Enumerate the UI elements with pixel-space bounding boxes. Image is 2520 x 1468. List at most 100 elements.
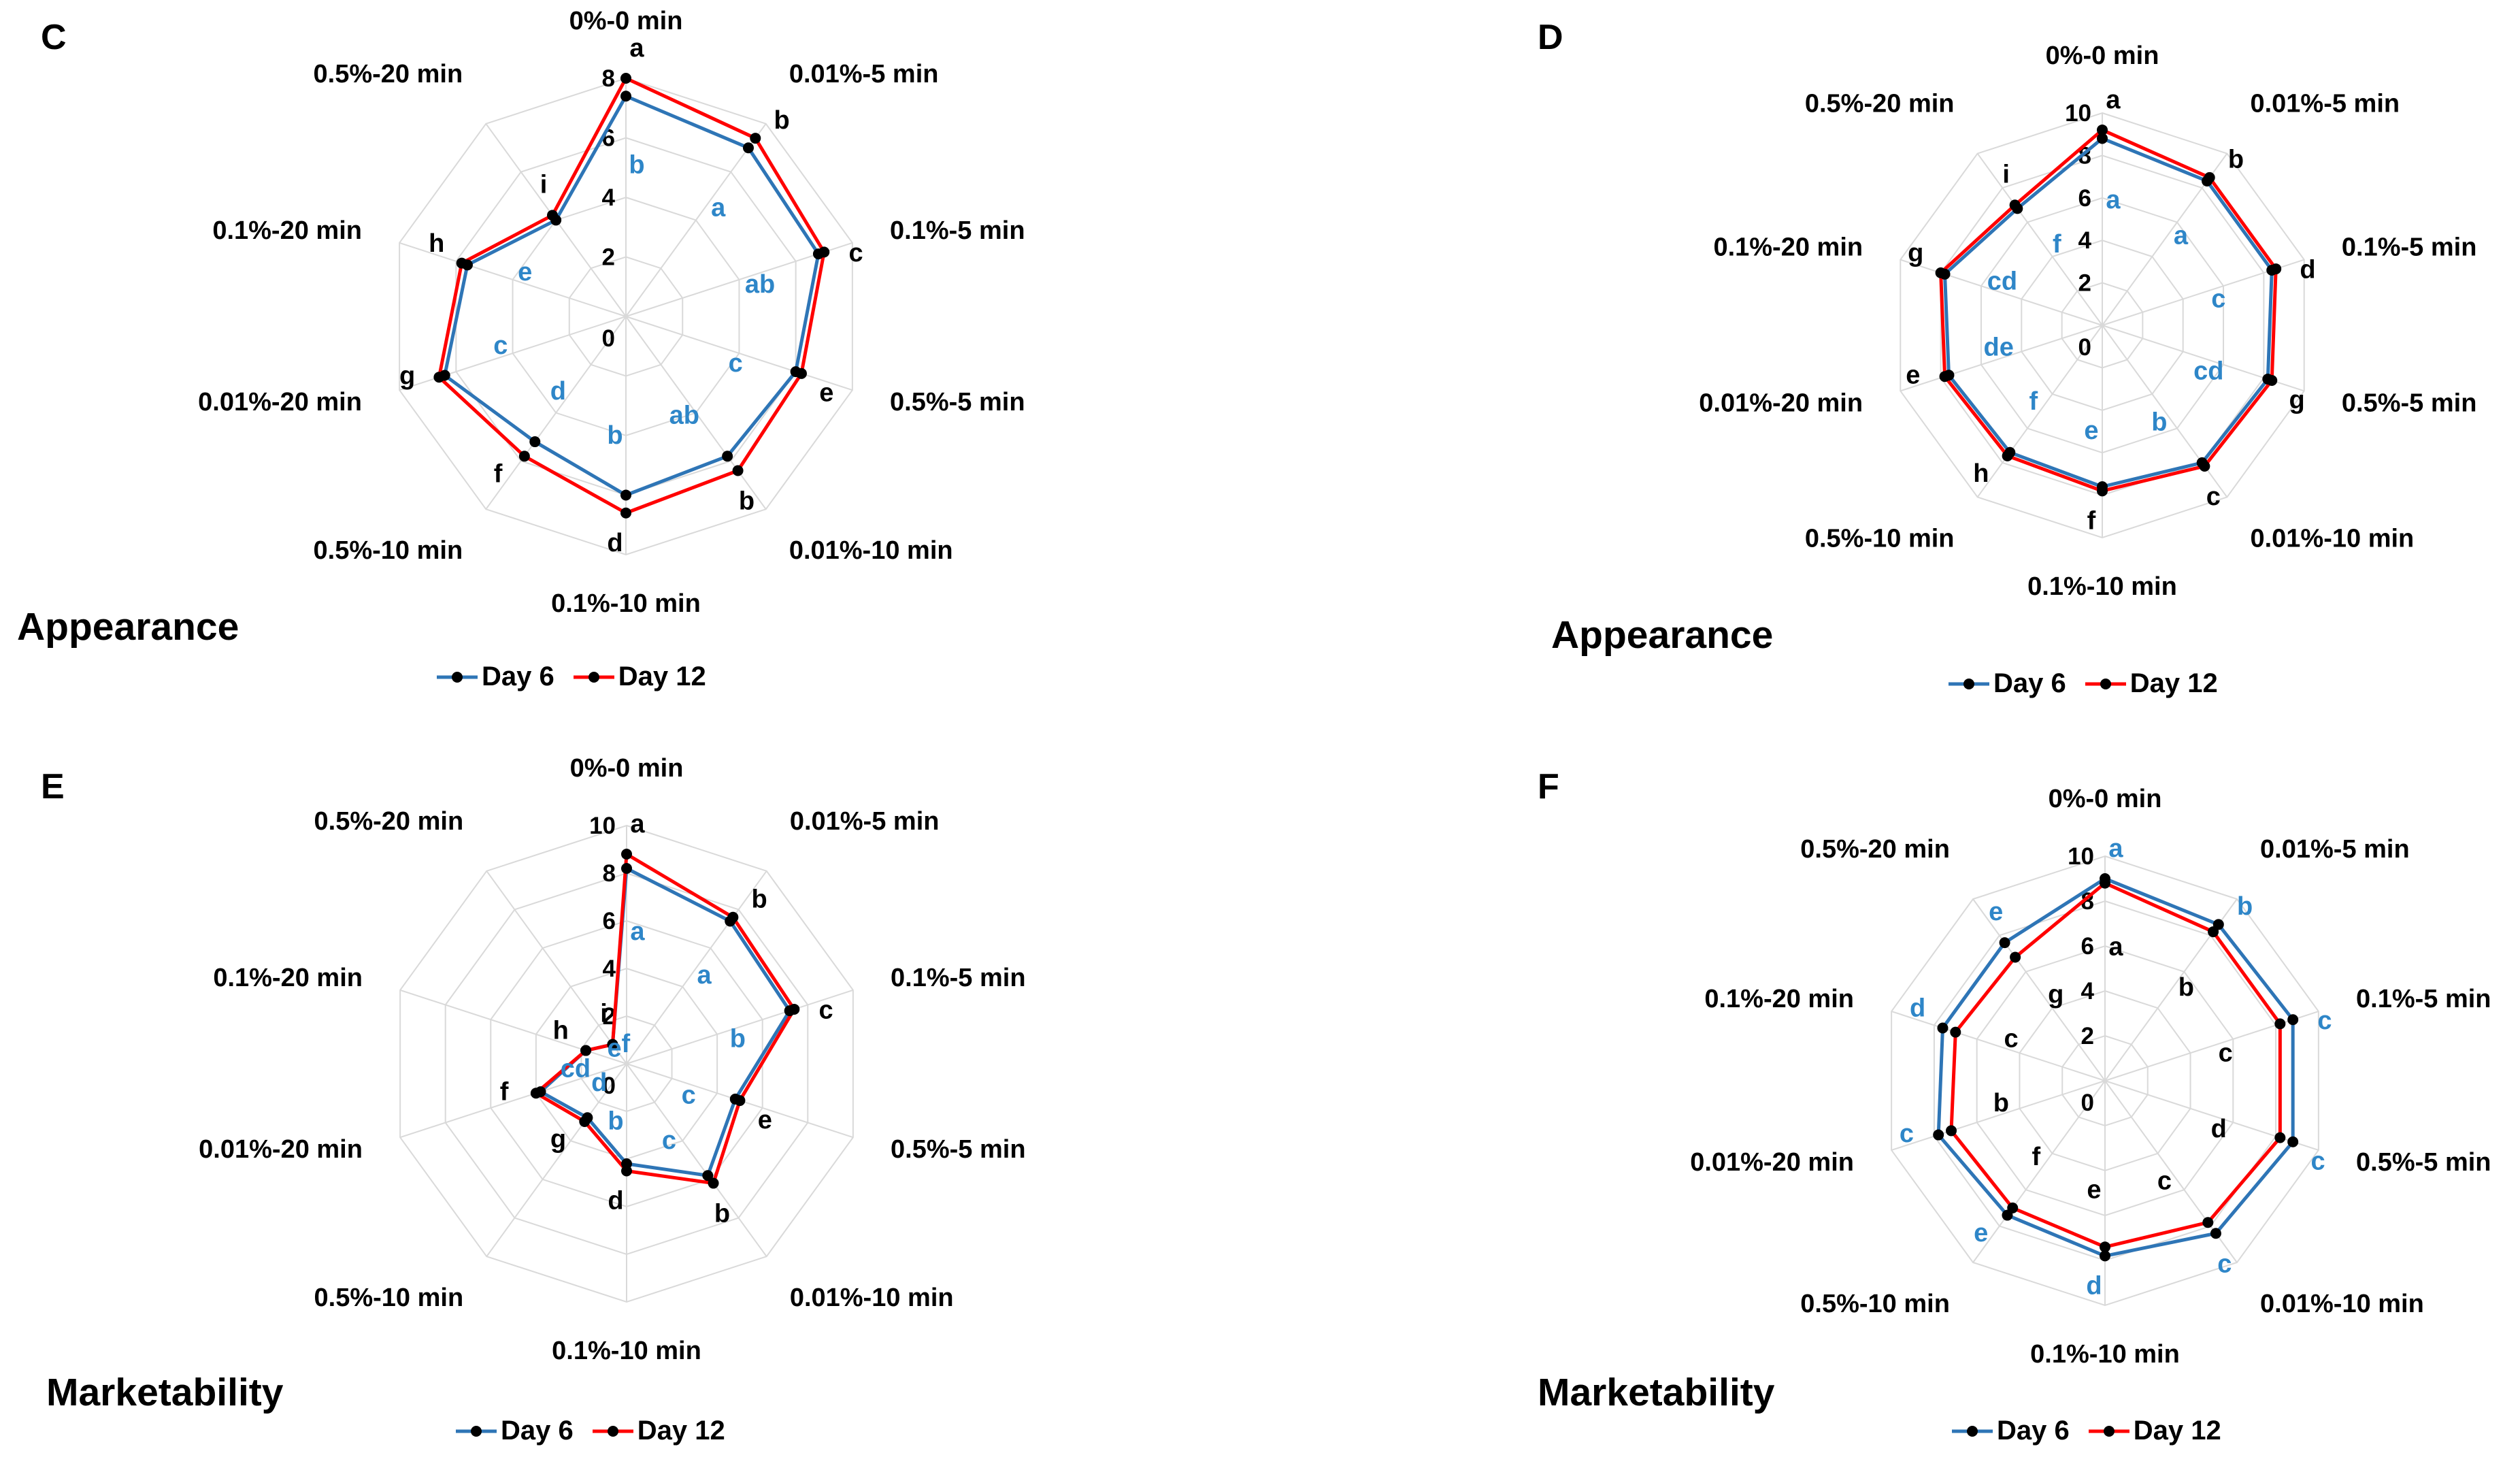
sig-letter-day12: f <box>2032 1143 2040 1171</box>
grid-spoke <box>399 1063 627 1139</box>
category-label: 0%-0 min <box>569 7 683 35</box>
sig-letter-day6: c <box>682 1081 696 1109</box>
sig-letter-day6: de <box>1984 333 2014 362</box>
sig-letter-day12: f <box>494 459 503 488</box>
sig-letter-day6: f <box>2029 387 2038 416</box>
axis-tick-label: 4 <box>2081 978 2095 1005</box>
day12-data-point <box>795 368 807 379</box>
day6-line-marker-icon <box>437 671 478 683</box>
sig-letter-day6: b <box>2237 892 2253 921</box>
sig-letter-day12: g <box>2048 980 2063 1009</box>
panel-marketability-f: F 0 2 4 6 8 10 0%-0 min 0.01%-5 min 0.1%-5 min 0.… <box>1260 734 2520 1468</box>
grid-spoke <box>1900 325 2103 392</box>
category-label: 0.01%-20 min <box>199 1135 363 1164</box>
legend-label-day12: Day 12 <box>637 1416 725 1446</box>
sig-letter-day6: b <box>2151 408 2167 437</box>
axis-tick-label: 0 <box>602 325 615 352</box>
sig-letter-day12: c <box>2157 1167 2172 1196</box>
axis-tick-label: 10 <box>2068 843 2094 870</box>
day6-data-point <box>722 451 733 462</box>
sig-letter-day12: g <box>550 1125 566 1154</box>
sig-letter-day12: f <box>2087 506 2096 535</box>
category-label: 0.5%-20 min <box>314 60 463 88</box>
legend-label-day6: Day 6 <box>1997 1416 2070 1446</box>
sig-letter-day12: c <box>2004 1024 2019 1053</box>
day12-line-marker-icon <box>592 1425 633 1437</box>
category-label: 0.1%-10 min <box>2030 1340 2180 1369</box>
day6-data-point <box>2210 1228 2221 1239</box>
grid-spoke <box>625 123 767 317</box>
sig-letter-day12: e <box>2087 1175 2101 1204</box>
legend-label-day12: Day 12 <box>2133 1416 2221 1446</box>
legend-item-day12: Day 12 <box>2084 668 2218 699</box>
axis-tick-label: 0 <box>2078 334 2091 361</box>
sig-letter-day6: cd <box>2193 357 2223 386</box>
legend-f: Day 6 Day 12 <box>1951 1416 2221 1446</box>
sig-letter-day6: cd <box>561 1055 591 1083</box>
day6-data-point <box>2100 1250 2110 1262</box>
legend-label-day12: Day 12 <box>2129 668 2218 698</box>
day6-data-point <box>702 1170 714 1181</box>
day12-data-point <box>2274 1018 2286 1030</box>
grid-spoke <box>1900 259 2103 326</box>
sig-letter-day6: b <box>608 1107 623 1136</box>
day12-data-point <box>2199 460 2210 472</box>
category-label: 0.01%-10 min <box>2250 524 2414 553</box>
sig-letter-day12: c <box>2206 483 2221 511</box>
sig-letter-day12: d <box>608 1187 623 1216</box>
sig-letter-day12: e <box>1906 361 1920 390</box>
sig-letter-day12: a <box>629 34 644 63</box>
day12-data-point <box>818 246 830 258</box>
axis-tick-label: 10 <box>589 813 616 839</box>
category-label: 0.01%-10 min <box>789 536 953 565</box>
day12-data-point <box>732 465 744 476</box>
day12-line-marker-icon <box>573 671 614 683</box>
legend-label-day6: Day 6 <box>482 662 554 691</box>
grid-spoke <box>1972 898 2106 1081</box>
day12-data-point <box>621 849 632 860</box>
category-label: 0.5%-20 min <box>1805 90 1955 118</box>
sig-letter-day6: a <box>630 917 645 946</box>
category-label: 0.5%-5 min <box>2342 389 2477 417</box>
day6-data-point <box>620 91 631 102</box>
day6-data-point <box>2287 1014 2299 1026</box>
day12-data-point <box>607 1039 618 1050</box>
category-label: 0.5%-10 min <box>1800 1290 1950 1318</box>
category-label: 0.5%-10 min <box>314 1284 464 1312</box>
legend-e: Day 6 Day 12 <box>454 1416 725 1446</box>
sig-letter-day6: c <box>2317 1007 2332 1035</box>
sig-letter-day6: cd <box>1987 267 2017 295</box>
day6-data-point <box>621 863 632 874</box>
category-label: 0.1%-10 min <box>2027 572 2177 601</box>
sig-letter-day6: ab <box>745 270 775 299</box>
category-label: 0%-0 min <box>570 754 684 783</box>
sig-letter-day6: e <box>2084 417 2098 445</box>
category-label: 0.1%-10 min <box>552 1337 701 1365</box>
sig-letter-day12: a <box>630 810 645 838</box>
sig-letter-day12: d <box>607 529 623 557</box>
sig-letter-day12: h <box>553 1017 569 1045</box>
legend-label-day6: Day 6 <box>501 1416 574 1446</box>
day6-line-marker-icon <box>1952 1425 1993 1437</box>
grid-spoke <box>1976 152 2103 326</box>
sig-letter-day6: a <box>2106 186 2121 214</box>
sig-letter-day12: b <box>2178 973 2194 1002</box>
category-label: 0.1%-20 min <box>1713 233 1863 262</box>
axis-tick-label: 2 <box>602 244 615 271</box>
legend-d: Day 6 Day 12 <box>1947 668 2218 699</box>
axis-tick-label: 2 <box>2081 1023 2094 1049</box>
day12-data-point <box>2270 263 2282 275</box>
sig-letter-day12: g <box>1908 239 1923 267</box>
sig-letter-day6: d <box>550 377 566 406</box>
axis-tick-label: 6 <box>603 908 616 934</box>
grid-spoke <box>1891 1080 2106 1151</box>
sig-letter-day12: c <box>819 996 833 1025</box>
panel-letter-e: E <box>41 767 65 806</box>
radar-chart-marketability-e: 0 2 4 6 8 10 0%-0 min 0.01%-5 min 0.1%-5 min 0.5%… <box>199 754 1025 1365</box>
panel-appearance-c: C 0 2 4 6 8 0%-0 min 0.01%-5 min 0.1%-5 min 0.5%… <box>0 0 1260 734</box>
category-label: 0.5%-10 min <box>1805 524 1955 553</box>
category-label: 0.01%-20 min <box>1699 389 1863 417</box>
day12-line-marker-icon <box>2085 678 2126 689</box>
